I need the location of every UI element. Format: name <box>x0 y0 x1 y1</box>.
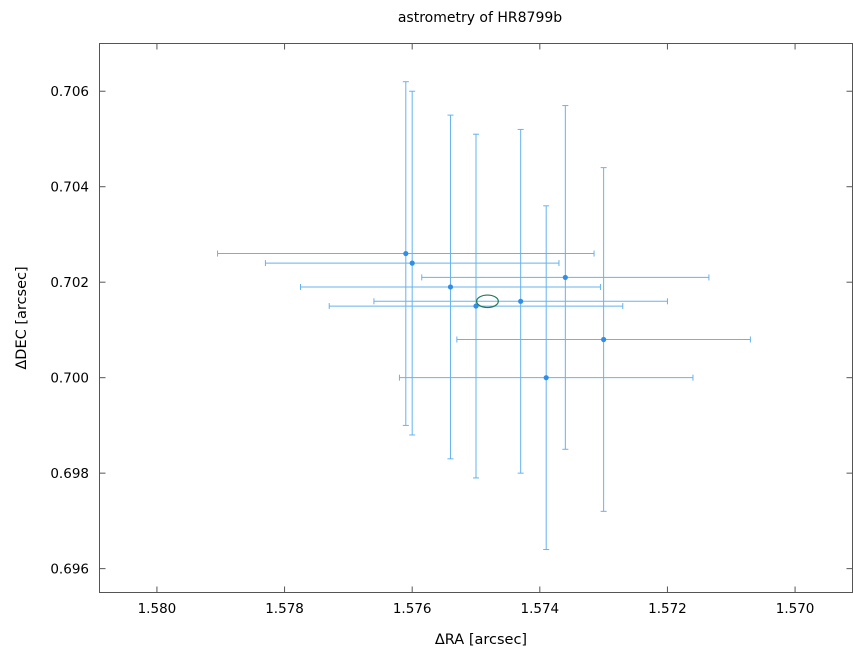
y-axis: 0.696 0.698 0.700 0.702 0.704 0.706 <box>50 84 853 578</box>
x-axis-label: ΔRA [arcsec] <box>435 632 527 648</box>
x-tick-label: 1.572 <box>648 601 687 617</box>
y-tick-label: 0.698 <box>50 466 89 482</box>
fit-ellipse-layer <box>476 294 499 309</box>
data-point <box>409 260 415 266</box>
data-point <box>562 274 568 281</box>
chart-title: astrometry of HR8799b <box>398 10 562 26</box>
x-tick-label: 1.580 <box>138 601 177 617</box>
data-point <box>518 298 524 304</box>
y-tick-label: 0.704 <box>50 180 89 196</box>
y-tick-label: 0.706 <box>50 84 89 100</box>
x-tick-label: 1.576 <box>393 601 432 617</box>
data-point <box>601 336 607 343</box>
y-tick-label: 0.700 <box>50 371 89 387</box>
data-point <box>447 284 454 290</box>
data-points <box>403 250 607 381</box>
y-tick-label: 0.696 <box>50 562 89 578</box>
x-tick-label: 1.574 <box>520 601 559 617</box>
y-axis-label: ΔDEC [arcsec] <box>14 266 30 369</box>
x-axis: 1.580 1.578 1.576 1.574 1.572 1.570 <box>138 43 815 617</box>
error-bars <box>217 81 751 551</box>
data-point <box>543 375 549 381</box>
data-point <box>473 303 479 309</box>
data-point <box>403 250 409 257</box>
y-tick-label: 0.702 <box>50 275 89 291</box>
fit-ellipse <box>476 294 499 309</box>
x-tick-label: 1.570 <box>776 601 815 617</box>
x-tick-label: 1.578 <box>265 601 304 617</box>
